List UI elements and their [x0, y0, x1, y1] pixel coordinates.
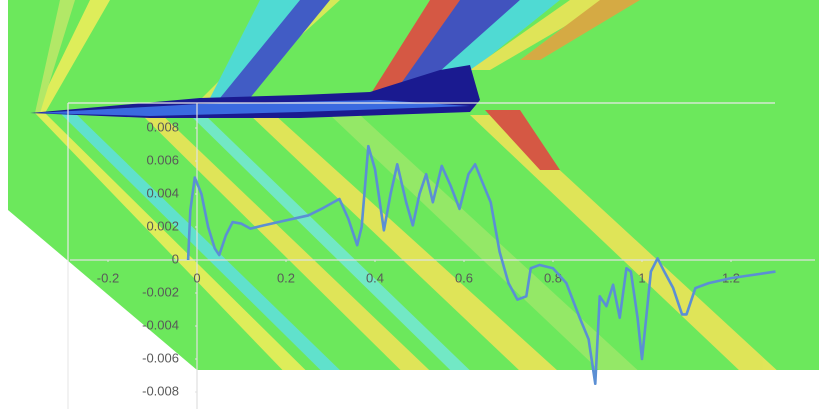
x-tick-label: 0.8 [544, 270, 562, 285]
x-tick-label: 0.2 [277, 270, 295, 285]
y-tick-label: -0.002 [142, 284, 179, 299]
y-tick-label: 0.002 [146, 218, 179, 233]
x-tick-label: 0 [193, 270, 200, 285]
y-tick-label: 0.004 [146, 185, 179, 200]
x-tick-label: 1 [638, 270, 645, 285]
x-tick-label: -0.2 [97, 270, 119, 285]
data-line [186, 144, 776, 386]
y-tick-label: -0.004 [142, 317, 179, 332]
x-tick-label: 0.4 [366, 270, 384, 285]
y-tick-label: -0.008 [142, 383, 179, 398]
y-tick-label: -0.006 [142, 350, 179, 365]
y-tick-label: 0 [172, 251, 179, 266]
y-tick-label: 0.008 [146, 119, 179, 134]
y-tick-label: 0.006 [146, 152, 179, 167]
x-tick-label: 0.6 [455, 270, 473, 285]
